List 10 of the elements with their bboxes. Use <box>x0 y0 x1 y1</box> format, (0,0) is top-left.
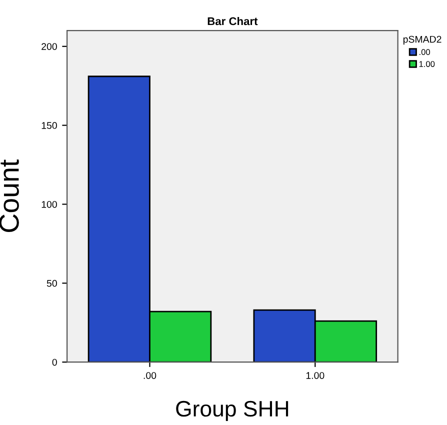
legend-label: .00 <box>420 49 430 55</box>
y-tick-label: 150 <box>42 122 57 129</box>
y-tick-label: 0 <box>52 358 57 366</box>
y-tick-label: 50 <box>46 280 57 287</box>
legend-title: pSMAD2 <box>403 36 442 45</box>
chart-title: Bar Chart <box>208 16 258 26</box>
x-axis-title: Group SHH <box>176 400 288 422</box>
legend-label: 1.00 <box>419 61 435 67</box>
y-tick-label: 100 <box>42 200 57 208</box>
y-tick-label: 200 <box>42 43 57 50</box>
